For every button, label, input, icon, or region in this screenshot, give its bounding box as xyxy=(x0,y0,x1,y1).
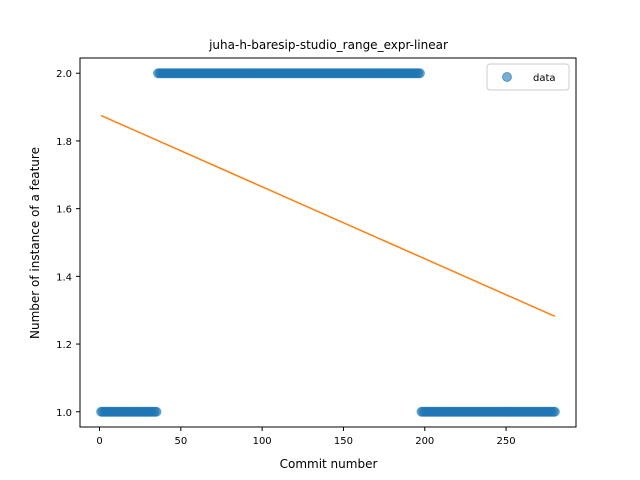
legend: data xyxy=(486,63,570,91)
x-axis: 0 50 100 150 200 250 xyxy=(96,427,516,447)
x-tick-label: 150 xyxy=(334,436,353,447)
x-tick-label: 250 xyxy=(497,436,516,447)
y-tick-label: 1.6 xyxy=(56,205,72,216)
legend-box xyxy=(486,63,570,91)
data-point xyxy=(414,68,425,79)
data-point xyxy=(549,406,560,417)
x-tick-label: 100 xyxy=(253,436,272,447)
y-tick-label: 2.0 xyxy=(56,69,72,80)
chart-title: juha-h-baresip-studio_range_expr-linear xyxy=(208,38,448,52)
y-tick-label: 1.2 xyxy=(56,340,72,351)
y-tick-label: 1.8 xyxy=(56,137,72,148)
data-point xyxy=(151,406,162,417)
legend-marker-data xyxy=(502,72,512,82)
y-axis: 1.0 1.2 1.4 1.6 1.8 2.0 xyxy=(56,69,80,419)
plot-area xyxy=(79,57,577,428)
legend-label-data: data xyxy=(533,73,556,84)
x-axis-label: Commit number xyxy=(280,457,378,471)
y-tick-label: 1.0 xyxy=(56,408,72,419)
x-tick-label: 50 xyxy=(174,436,187,447)
fit-line xyxy=(100,114,556,317)
plot-frame xyxy=(79,57,577,428)
y-tick-label: 1.4 xyxy=(56,272,72,283)
x-tick-label: 200 xyxy=(415,436,434,447)
y-axis-label: Number of instance of a feature xyxy=(28,147,42,339)
x-tick-label: 0 xyxy=(96,436,102,447)
